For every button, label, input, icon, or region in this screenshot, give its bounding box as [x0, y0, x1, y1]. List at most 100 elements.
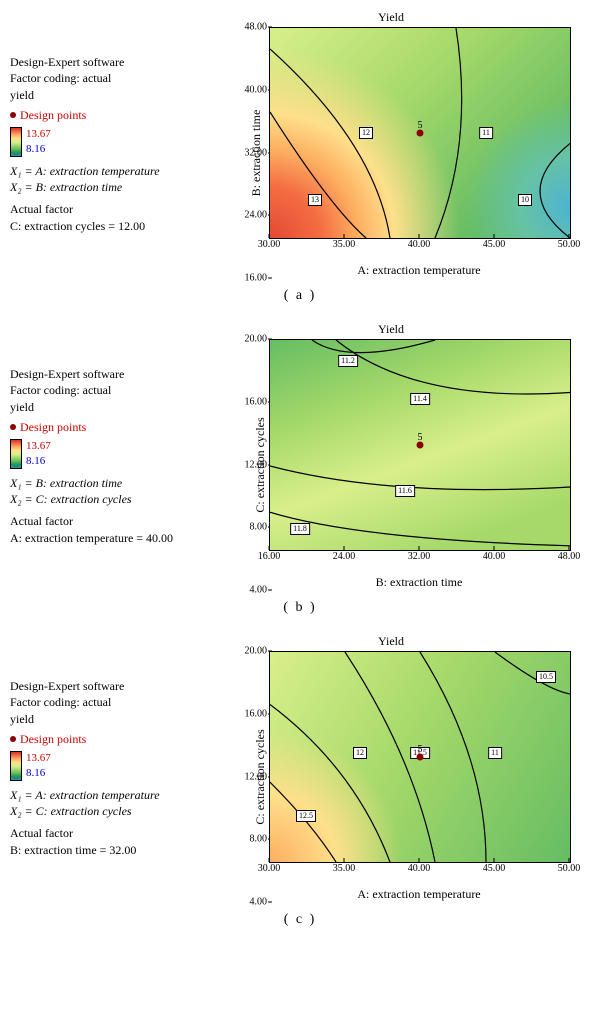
chart: Yield4.008.0012.0016.0020.00C: extractio… [211, 322, 571, 590]
design-point-count: 5 [418, 744, 423, 755]
y-tick: 20.00 [245, 334, 268, 345]
contour-label: 11.6 [395, 485, 415, 497]
x2-line: X₂ = C: extraction cycles [10, 803, 205, 819]
y-axis-label: C: extraction cycles [253, 417, 268, 512]
software-line: Design-Expert software [10, 366, 205, 382]
y-tick: 24.00 [245, 210, 268, 221]
contour-label: 11.2 [338, 355, 358, 367]
coding-line: Factor coding: actual [10, 382, 205, 398]
y-tick: 20.00 [245, 646, 268, 657]
y-tick: 48.00 [245, 22, 268, 33]
gradient-bar [10, 127, 22, 157]
actual-factor-header: Actual factor [10, 513, 205, 529]
contour-label: 11 [488, 747, 502, 759]
y-tick: 8.00 [250, 522, 268, 533]
x1-line: X₁ = B: extraction time [10, 475, 205, 491]
chart: Yield16.0024.0032.0040.0048.00B: extract… [211, 10, 571, 278]
actual-factor-header: Actual factor [10, 825, 205, 841]
contour-label: 12.5 [296, 810, 316, 822]
subfigure-caption: ( c ) [10, 912, 590, 928]
y-tick: 16.00 [245, 396, 268, 407]
contour-label: 10.5 [536, 671, 556, 683]
x-axis-label: B: extraction time [269, 575, 569, 590]
x1-line: X₁ = A: extraction temperature [10, 163, 205, 179]
x-tick: 45.00 [483, 863, 506, 874]
coding-line: Factor coding: actual [10, 694, 205, 710]
scale-high: 13.67 [26, 127, 51, 142]
x-tick: 35.00 [333, 863, 356, 874]
scale-high: 13.67 [26, 439, 51, 454]
y-axis-label: B: extraction time [249, 109, 264, 196]
y-tick: 4.00 [250, 585, 268, 596]
contour-label: 12 [353, 747, 367, 759]
panel-b: Design-Expert softwareFactor coding: act… [10, 322, 590, 590]
x-tick: 16.00 [258, 551, 281, 562]
legend: Design-Expert softwareFactor coding: act… [10, 366, 211, 545]
scale-low: 8.16 [26, 142, 51, 157]
design-points-label: Design points [10, 731, 86, 747]
color-scale: 13.678.16 [10, 127, 205, 157]
panel-c: Design-Expert softwareFactor coding: act… [10, 634, 590, 902]
y-tick: 4.00 [250, 897, 268, 908]
gradient-bar [10, 439, 22, 469]
software-line: Design-Expert software [10, 54, 205, 70]
x-tick: 32.00 [408, 551, 431, 562]
subfigure-caption: ( b ) [10, 600, 590, 616]
response-line: yield [10, 399, 205, 415]
contour-label: 12 [359, 127, 373, 139]
legend: Design-Expert softwareFactor coding: act… [10, 54, 211, 233]
x-tick: 40.00 [408, 239, 431, 250]
actual-factor-header: Actual factor [10, 201, 205, 217]
y-tick: 16.00 [245, 273, 268, 284]
color-scale: 13.678.16 [10, 439, 205, 469]
x-tick: 40.00 [483, 551, 506, 562]
x-tick: 24.00 [333, 551, 356, 562]
contour-label: 11.4 [410, 393, 430, 405]
contour-label: 11.8 [290, 523, 310, 535]
x-tick: 35.00 [333, 239, 356, 250]
x-axis: 30.0035.0040.0045.0050.00 [269, 239, 569, 253]
software-line: Design-Expert software [10, 678, 205, 694]
y-axis-label: C: extraction cycles [253, 729, 268, 824]
y-tick: 40.00 [245, 84, 268, 95]
contour-label: 11 [479, 127, 493, 139]
scale-low: 8.16 [26, 766, 51, 781]
panel-a: Design-Expert softwareFactor coding: act… [10, 10, 590, 278]
contour-label: 10 [518, 194, 532, 206]
coding-line: Factor coding: actual [10, 70, 205, 86]
plot-area: 11.8 11.6 11.4 11.2 5 [269, 339, 571, 551]
scale-high: 13.67 [26, 751, 51, 766]
x-tick: 45.00 [483, 239, 506, 250]
legend: Design-Expert softwareFactor coding: act… [10, 678, 211, 857]
response-line: yield [10, 87, 205, 103]
chart: Yield4.008.0012.0016.0020.00C: extractio… [211, 634, 571, 902]
scale-low: 8.16 [26, 454, 51, 469]
y-tick: 16.00 [245, 708, 268, 719]
actual-factor: C: extraction cycles = 12.00 [10, 218, 205, 234]
plot-area: 12.51211.51110.55 [269, 651, 571, 863]
y-tick: 8.00 [250, 834, 268, 845]
x-axis-label: A: extraction temperature [269, 887, 569, 902]
x-axis: 30.0035.0040.0045.0050.00 [269, 863, 569, 877]
x-axis-label: A: extraction temperature [269, 263, 569, 278]
response-line: yield [10, 711, 205, 727]
x-tick: 50.00 [558, 239, 581, 250]
design-point-count: 5 [418, 432, 423, 443]
gradient-bar [10, 751, 22, 781]
x-tick: 50.00 [558, 863, 581, 874]
actual-factor: A: extraction temperature = 40.00 [10, 530, 205, 546]
x2-line: X₂ = C: extraction cycles [10, 491, 205, 507]
color-scale: 13.678.16 [10, 751, 205, 781]
actual-factor: B: extraction time = 32.00 [10, 842, 205, 858]
design-points-label: Design points [10, 107, 86, 123]
x-axis: 16.0024.0032.0040.0048.00 [269, 551, 569, 565]
x1-line: X₁ = A: extraction temperature [10, 787, 205, 803]
x2-line: X₂ = B: extraction time [10, 179, 205, 195]
x-tick: 30.00 [258, 863, 281, 874]
subfigure-caption: ( a ) [10, 288, 590, 304]
contour-label: 13 [308, 194, 322, 206]
x-tick: 40.00 [408, 863, 431, 874]
design-points-label: Design points [10, 419, 86, 435]
plot-area: 13 12 11 10 5 [269, 27, 571, 239]
design-point-count: 5 [418, 120, 423, 131]
